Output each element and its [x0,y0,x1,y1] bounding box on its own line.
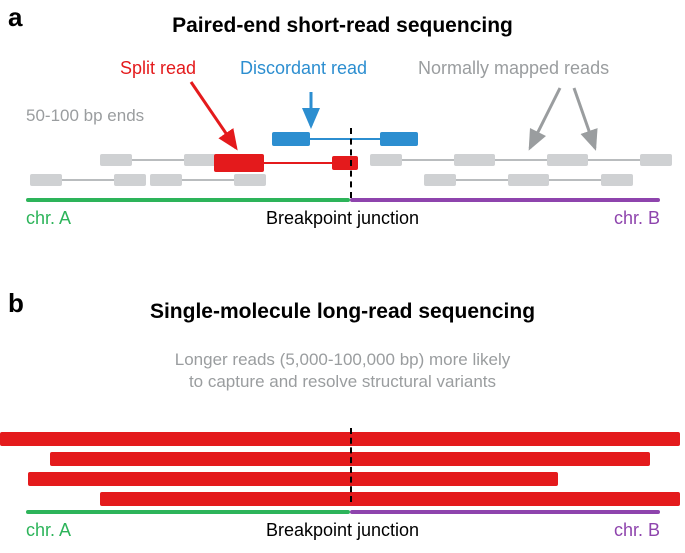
panel-b-subtext-2: to capture and resolve structural varian… [0,372,685,392]
split-read [214,154,358,172]
long-read [28,472,558,486]
read-pair [517,174,633,186]
chr-a-label-a: chr. A [26,208,71,229]
read-link [588,159,640,161]
breakpoint-line-a [350,128,352,198]
read-end-left [150,174,182,186]
chrom-b-left [26,510,350,514]
read-link [132,159,184,161]
read-end-right [380,132,418,146]
chr-a-label-b: chr. A [26,520,71,541]
read-end-left [463,154,495,166]
read-end-left [272,132,310,146]
read-link [456,179,508,181]
long-read [100,492,680,506]
chrom-a-right [350,198,660,202]
read-end-left [556,154,588,166]
read-pair [100,154,216,166]
read-link [264,162,332,164]
chr-b-label-b: chr. B [614,520,660,541]
read-pair [30,174,146,186]
read-end-left [30,174,62,186]
read-end-left [424,174,456,186]
panel-b-title: Single-molecule long-read sequencing [0,300,685,324]
read-end-right [184,154,216,166]
read-pair [150,174,266,186]
read-pair [556,154,672,166]
read-end-left [517,174,549,186]
read-end-left [370,154,402,166]
read-end-right [640,154,672,166]
discordant-read [272,132,418,146]
breakpoint-line-b [350,428,352,502]
chr-b-label-a: chr. B [614,208,660,229]
long-read [0,432,680,446]
read-end-right [332,156,358,170]
read-link [549,179,601,181]
read-end-right [114,174,146,186]
breakpoint-label-a: Breakpoint junction [0,208,685,229]
read-end-right [234,174,266,186]
chrom-a-left [26,198,350,202]
panel-b-subtext-1: Longer reads (5,000-100,000 bp) more lik… [0,350,685,370]
breakpoint-label-b: Breakpoint junction [0,520,685,541]
chrom-b-right [350,510,660,514]
read-link [402,159,454,161]
read-end-left [214,154,264,172]
arrow-normal-2 [0,0,685,553]
read-end-left [100,154,132,166]
read-end-right [601,174,633,186]
read-link [182,179,234,181]
read-link [310,138,380,140]
read-link [495,159,547,161]
read-link [62,179,114,181]
